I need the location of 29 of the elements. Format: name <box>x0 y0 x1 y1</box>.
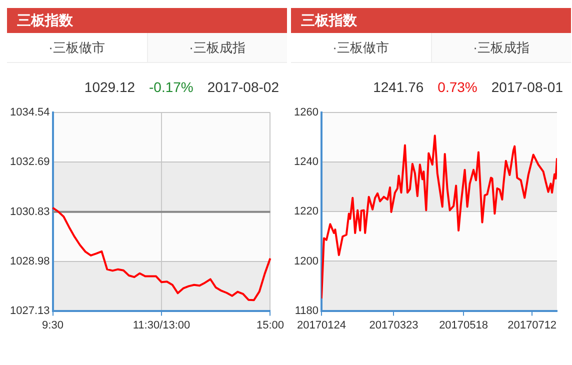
chart-title: 三板指数 <box>291 8 571 33</box>
y-tick-label: 1032.69 <box>10 156 50 168</box>
x-tick-label: 20170518 <box>439 319 488 332</box>
text: 1241.76 <box>373 79 424 95</box>
x-tick-label: 11:30/13:00 <box>132 319 190 332</box>
text: 2017-08-01 <box>491 79 563 95</box>
x-tick-label: 9:30 <box>42 319 64 332</box>
text: 1029.12 <box>84 79 136 95</box>
y-tick-label: 1028.98 <box>10 255 50 268</box>
text: ·三板做市 <box>291 33 430 63</box>
chart-title: 三板指数 <box>7 8 287 33</box>
text: ·三板做市 <box>7 33 146 63</box>
y-tick-label: 1240 <box>294 156 318 168</box>
text: -0.17% <box>149 79 194 95</box>
text: ·三板成指 <box>146 33 287 63</box>
y-tick-label: 1030.83 <box>10 206 50 218</box>
y-tick-label: 1027.13 <box>10 304 50 317</box>
text: 0.73% <box>438 79 478 95</box>
y-tick-label: 1260 <box>294 106 318 119</box>
x-tick-label: 20170323 <box>369 319 418 332</box>
x-tick-label: 20170124 <box>296 319 346 332</box>
y-tick-label: 1200 <box>294 255 318 268</box>
x-tick-label: 15:00 <box>256 319 284 332</box>
y-tick-label: 1034.54 <box>10 106 50 119</box>
y-tick-label: 1220 <box>294 206 318 218</box>
text: ·三板成指 <box>430 33 571 63</box>
y-tick-label: 1180 <box>294 304 318 317</box>
x-tick-label: 20170712 <box>508 319 557 332</box>
text: 2017-08-02 <box>207 79 279 95</box>
